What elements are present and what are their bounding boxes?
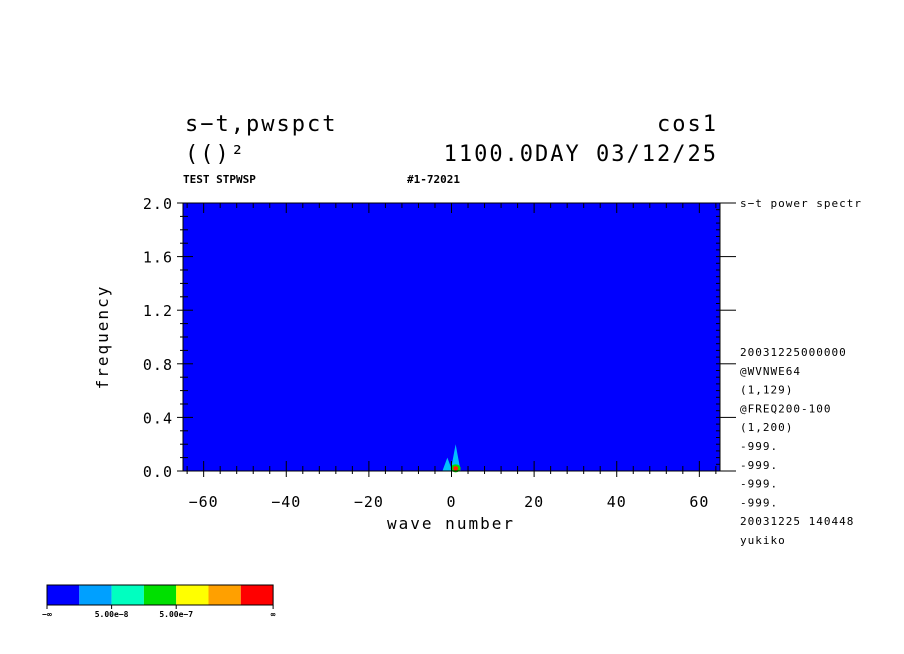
- y-tick-label: 0.8: [143, 356, 173, 374]
- x-tick-label: −60: [189, 493, 219, 511]
- y-tick-label: 1.2: [143, 302, 173, 320]
- colorbar-swatch: [79, 585, 112, 605]
- colorbar-swatch: [111, 585, 144, 605]
- side-info-line: @WVNWE64: [740, 365, 801, 378]
- x-tick-label: 0: [446, 493, 456, 511]
- subtitle-mid: #1-72021: [407, 173, 460, 186]
- colorbar-swatch: [176, 585, 209, 605]
- y-tick-label: 1.6: [143, 249, 173, 267]
- time-label: 1100.0DAY 03/12/25: [444, 142, 718, 167]
- colorbar-swatch: [47, 585, 80, 605]
- colorbar: −∞ 5.00e−8 5.00e−7 ∞: [42, 584, 276, 619]
- subtitle-left: TEST STPWSP: [183, 173, 256, 186]
- x-tick-label: −20: [354, 493, 384, 511]
- colorbar-label: 5.00e−7: [159, 610, 193, 619]
- y-tick-label: 0.4: [143, 409, 173, 427]
- colorbar-swatch: [240, 585, 274, 605]
- x-axis-label: wave number: [387, 514, 515, 533]
- heatmap-background: [183, 203, 720, 471]
- colorbar-label: 5.00e−8: [95, 610, 129, 619]
- side-info-line: yukiko: [740, 534, 786, 547]
- colorbar-label: −∞: [42, 610, 52, 619]
- side-info-line: (1,200): [740, 421, 793, 434]
- side-info-line: -999.: [740, 478, 778, 491]
- x-tick-label: 60: [689, 493, 709, 511]
- variable-name: cos1: [657, 112, 718, 137]
- colorbar-swatch: [208, 585, 241, 605]
- feature-0: [450, 444, 461, 471]
- unit-label: (()²: [185, 142, 246, 167]
- y-tick-label: 0.0: [143, 463, 173, 481]
- feature-1: [442, 457, 453, 471]
- feature-core: [453, 466, 459, 471]
- side-info-line: -999.: [740, 440, 778, 453]
- y-tick-label: 2.0: [143, 195, 173, 213]
- colorbar-swatch: [143, 585, 177, 605]
- y-axis-ticks: 0.0 0.4 0.8 1.2 1.6 2.0: [143, 195, 736, 481]
- x-axis-ticks: −60 −40 −20 0 20 40 60: [186, 202, 720, 511]
- y-axis-label: frequency: [93, 285, 112, 390]
- side-info: 20031225000000 @WVNWE64 (1,129) @FREQ200-10…: [740, 346, 854, 547]
- x-tick-label: 40: [607, 493, 627, 511]
- side-info-line: 20031225 140448: [740, 515, 854, 528]
- x-tick-label: −40: [271, 493, 301, 511]
- chart-title: s−t,pwspct: [185, 112, 337, 137]
- x-tick-label: 20: [524, 493, 544, 511]
- colorbar-frame: [46, 584, 274, 606]
- side-info-line: @FREQ200-100: [740, 402, 831, 415]
- side-info-line: 20031225000000: [740, 346, 847, 359]
- colorbar-label: ∞: [271, 610, 276, 619]
- side-info-line: -999.: [740, 496, 778, 509]
- heatmap-features: [442, 444, 461, 473]
- side-label: s−t power spectr: [740, 197, 862, 210]
- side-info-line: -999.: [740, 459, 778, 472]
- side-info-line: (1,129): [740, 384, 793, 397]
